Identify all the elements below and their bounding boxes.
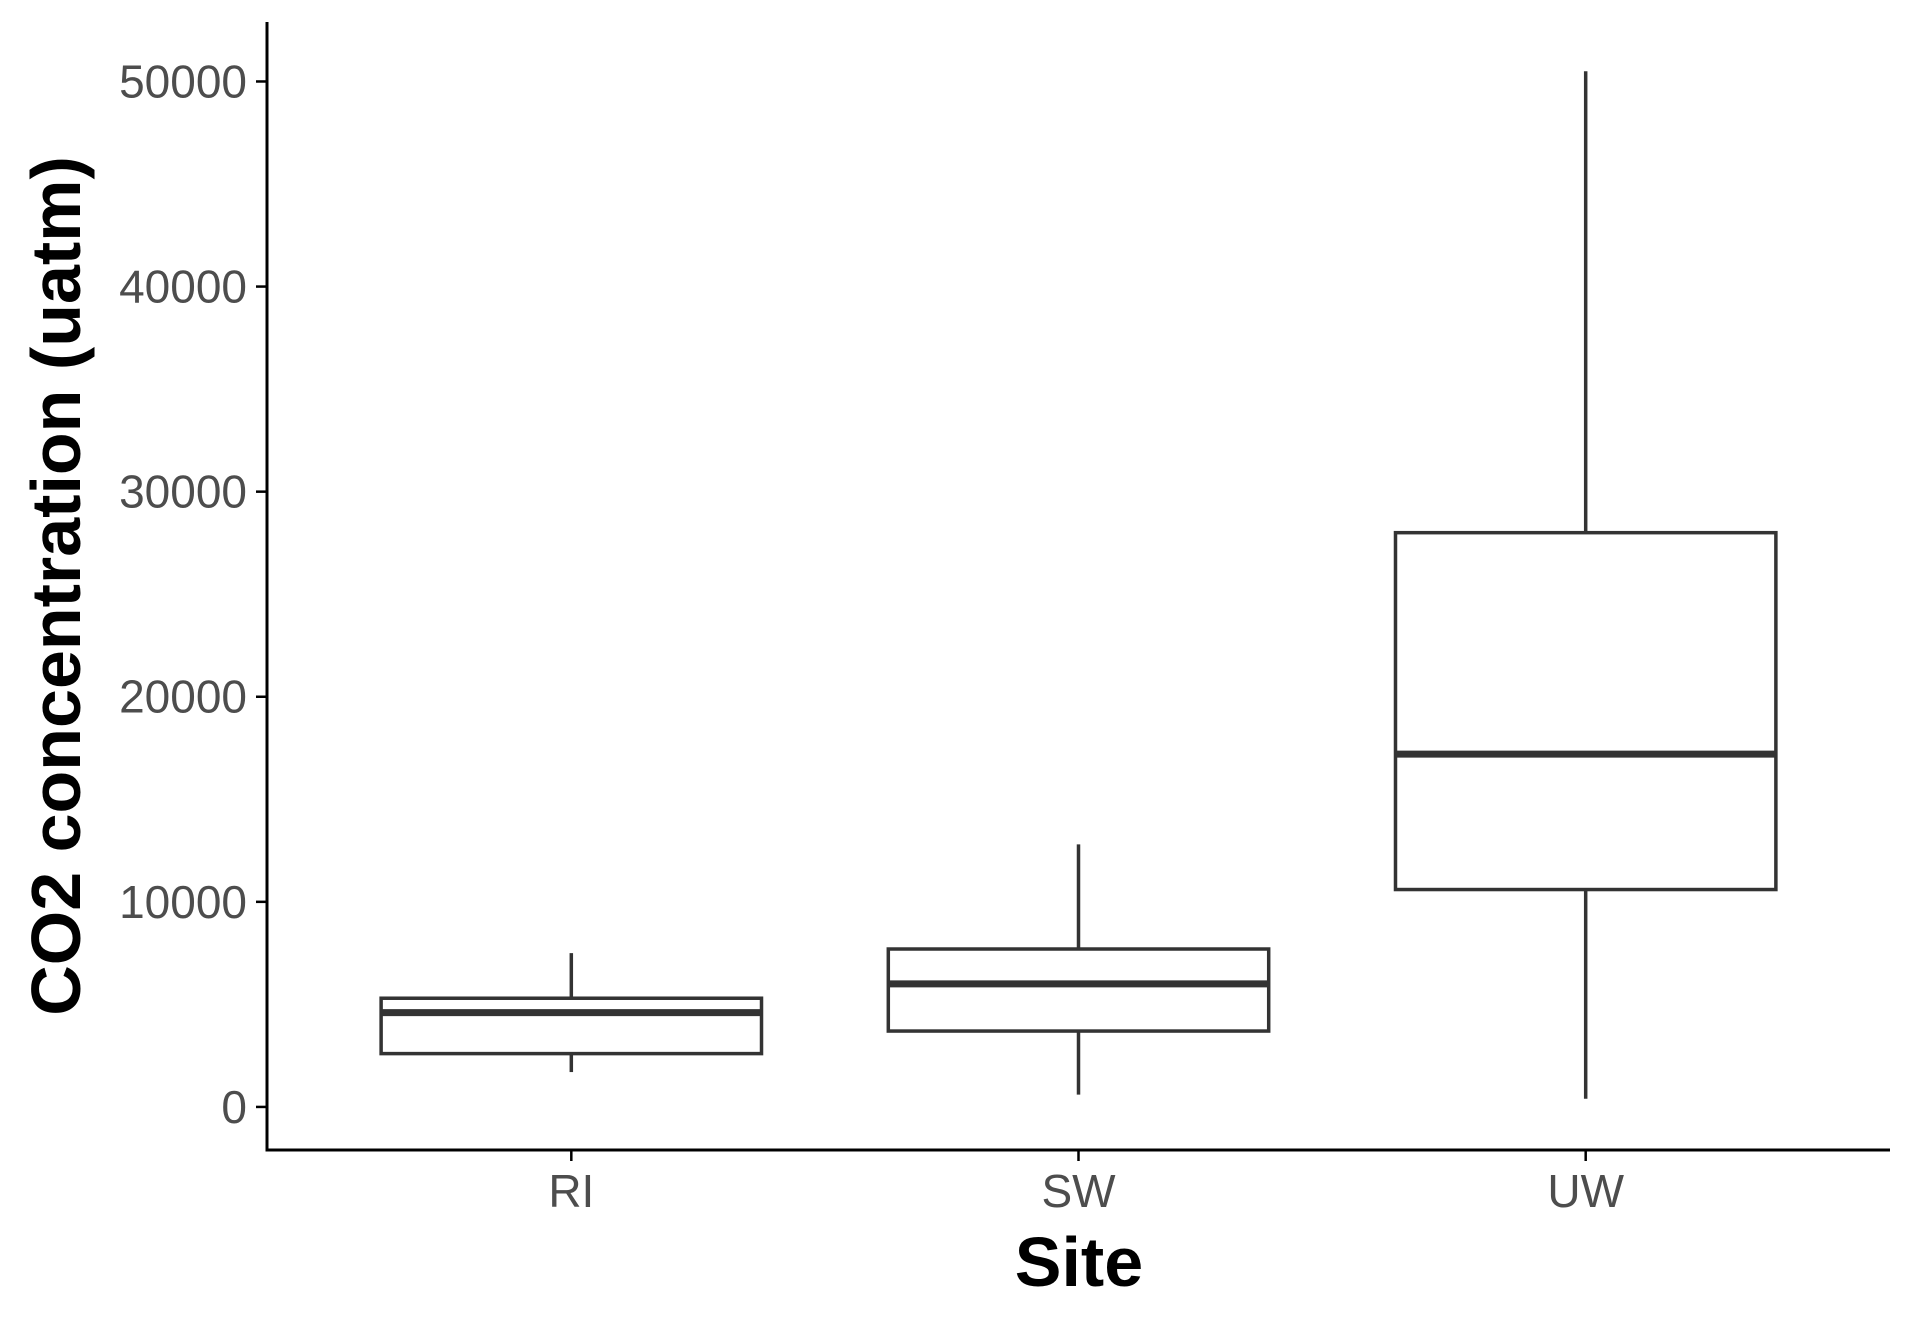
iqr-box bbox=[886, 947, 1271, 1033]
y-tick-label: 0 bbox=[221, 1081, 247, 1133]
iqr-box bbox=[1393, 530, 1778, 892]
x-axis-title: Site bbox=[1015, 1223, 1143, 1301]
boxes-layer bbox=[379, 71, 1778, 1099]
box-ri bbox=[379, 953, 764, 1073]
y-tick-label: 50000 bbox=[119, 55, 247, 107]
y-tick-label: 20000 bbox=[119, 671, 247, 723]
y-ticks: 0 10000 20000 30000 40000 50000 bbox=[119, 55, 267, 1133]
x-tick-label: RI bbox=[548, 1165, 594, 1217]
y-tick-label: 10000 bbox=[119, 876, 247, 928]
x-ticks: RI SW UW bbox=[548, 1150, 1625, 1217]
y-axis-title: CO2 concentration (uatm) bbox=[17, 156, 95, 1016]
y-tick-label: 30000 bbox=[119, 466, 247, 518]
box-uw bbox=[1393, 71, 1778, 1099]
x-tick-label: UW bbox=[1547, 1165, 1624, 1217]
x-tick-label: SW bbox=[1041, 1165, 1116, 1217]
iqr-box bbox=[379, 996, 764, 1056]
box-sw bbox=[886, 844, 1271, 1095]
y-tick-label: 40000 bbox=[119, 261, 247, 313]
